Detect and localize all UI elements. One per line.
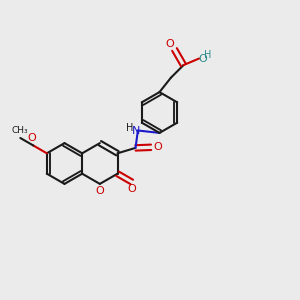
Text: O: O: [95, 186, 104, 197]
Text: O: O: [128, 184, 136, 194]
Text: O: O: [198, 53, 207, 64]
Text: N: N: [132, 125, 141, 136]
Text: H: H: [204, 50, 211, 60]
Text: O: O: [153, 142, 162, 152]
Text: O: O: [166, 38, 174, 49]
Text: O: O: [27, 133, 36, 143]
Text: CH₃: CH₃: [11, 126, 28, 135]
Text: H: H: [126, 122, 133, 133]
